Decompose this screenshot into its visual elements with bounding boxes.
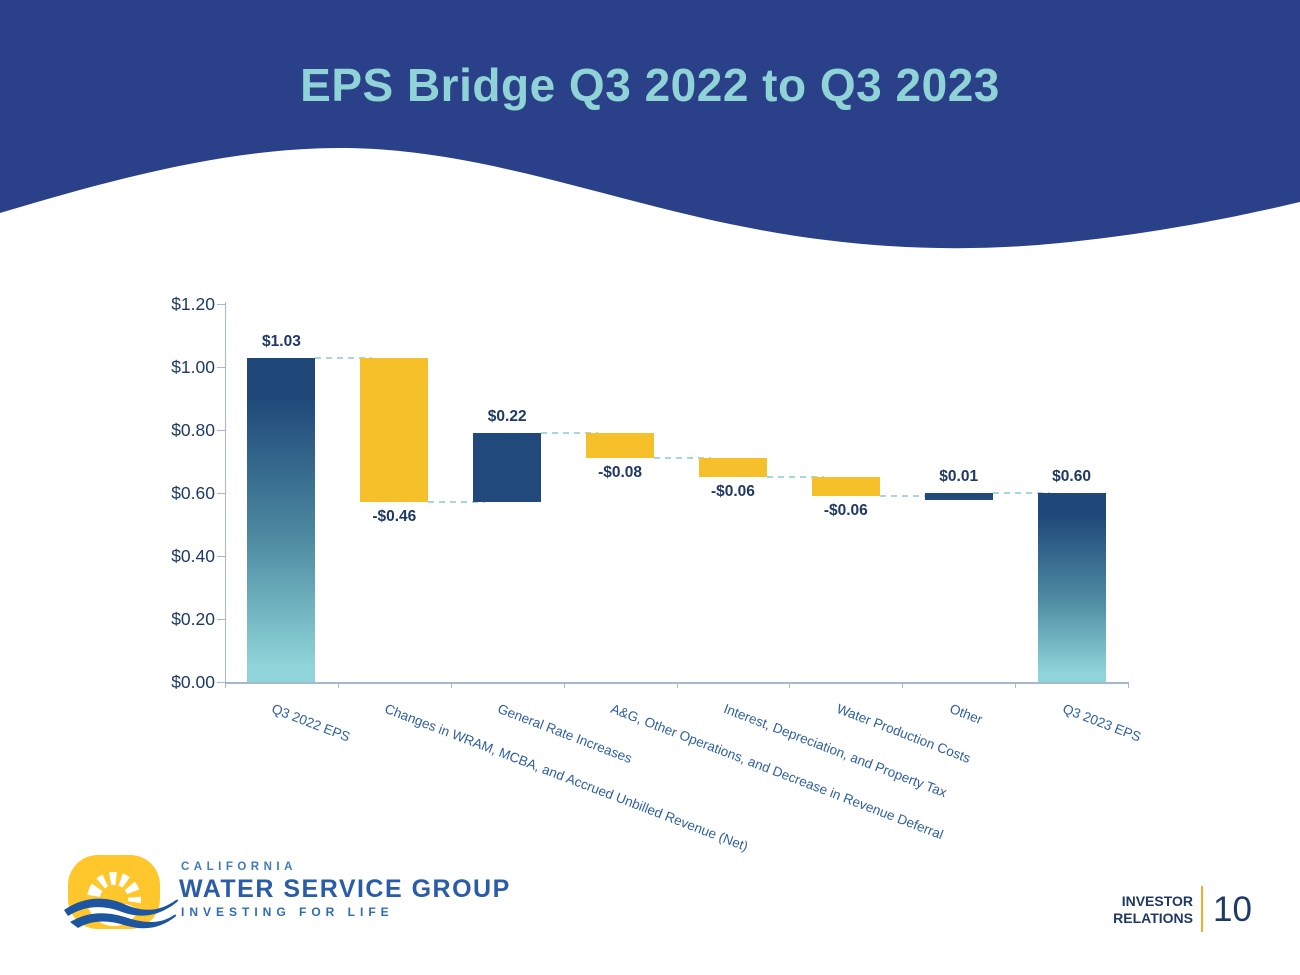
- investor-relations-label: INVESTOR RELATIONS: [1020, 893, 1193, 927]
- y-axis-tick: [217, 304, 225, 305]
- category-label: Q3 2022 EPS: [270, 701, 353, 745]
- y-axis-label: $0.80: [171, 420, 215, 440]
- x-axis-tick: [563, 682, 565, 688]
- bar-q3-2023-eps: [1037, 493, 1106, 682]
- bar-value-label: $0.60: [1052, 468, 1091, 485]
- slide-title: EPS Bridge Q3 2022 to Q3 2023: [300, 59, 1000, 111]
- category-label: Q3 2023 EPS: [1060, 701, 1143, 745]
- bar-value-label: $0.01: [939, 468, 979, 485]
- bar-value-label: -$0.06: [823, 502, 868, 520]
- connector-line: [766, 476, 824, 479]
- y-axis-line: [225, 302, 226, 682]
- y-axis-tick: [217, 682, 225, 683]
- page-number: 10: [1213, 890, 1252, 929]
- bar-general-rate-increases: [473, 433, 542, 503]
- connector-line: [992, 492, 1050, 494]
- bar-q3-2022-eps: [247, 357, 316, 682]
- connector-line: [315, 356, 373, 359]
- investor-relations-line2: RELATIONS: [1113, 910, 1193, 926]
- y-axis-tick: [217, 619, 225, 620]
- bar-a-g-other-operations-and-decrease-in-revenue-deferral: [586, 433, 655, 459]
- connector-line: [654, 457, 711, 460]
- bar-value-label: $0.22: [487, 408, 527, 426]
- company-logo: [64, 855, 179, 929]
- y-axis-label: $0.40: [171, 546, 215, 566]
- bar-changes-in-wram-mcba-and-accrued-unbilled-revenue-net: [360, 357, 429, 503]
- category-label: Other: [947, 701, 985, 728]
- y-axis-tick: [217, 367, 225, 368]
- connector-line: [541, 432, 599, 435]
- y-axis-label: $1.00: [171, 357, 215, 377]
- bar-interest-depreciation-and-property-tax: [698, 458, 767, 478]
- bar-value-label: -$0.06: [710, 483, 755, 501]
- bar-value-label: -$0.08: [598, 464, 643, 482]
- y-axis-tick: [217, 430, 225, 431]
- x-axis-tick: [1128, 682, 1129, 688]
- x-axis-tick: [337, 682, 339, 688]
- header-wave-shape: [0, 0, 1300, 249]
- y-axis-label: $0.20: [171, 609, 215, 629]
- x-axis-tick: [1015, 682, 1017, 688]
- bar-water-production-costs: [811, 477, 880, 497]
- logo-text-company: WATER SERVICE GROUP: [179, 875, 511, 903]
- x-axis-tick: [789, 682, 791, 688]
- bar-other: [924, 493, 993, 500]
- x-axis-tick: [225, 682, 226, 688]
- y-axis-label: $1.20: [171, 294, 215, 314]
- wave-icon: [64, 898, 179, 929]
- footer-divider: [1201, 886, 1203, 932]
- x-axis-tick: [902, 682, 904, 688]
- logo-text-california: CALIFORNIA: [181, 861, 297, 873]
- y-axis-tick: [217, 493, 225, 494]
- connector-line: [879, 495, 937, 498]
- y-axis-tick: [217, 556, 225, 557]
- bar-value-label: $1.03: [262, 332, 301, 350]
- x-axis-tick: [450, 682, 452, 688]
- investor-relations-line1: INVESTOR: [1121, 893, 1193, 909]
- bar-value-label: -$0.46: [372, 508, 417, 526]
- connector-line: [428, 501, 486, 504]
- header-wave: [0, 0, 1300, 249]
- category-label: Changes in WRAM, MCBA, and Accrued Unbil…: [382, 701, 751, 855]
- y-axis-label: $0.00: [171, 672, 215, 692]
- logo-text-tagline: INVESTING FOR LIFE: [181, 905, 394, 919]
- y-axis-label: $0.60: [171, 483, 215, 503]
- x-axis-tick: [676, 682, 678, 688]
